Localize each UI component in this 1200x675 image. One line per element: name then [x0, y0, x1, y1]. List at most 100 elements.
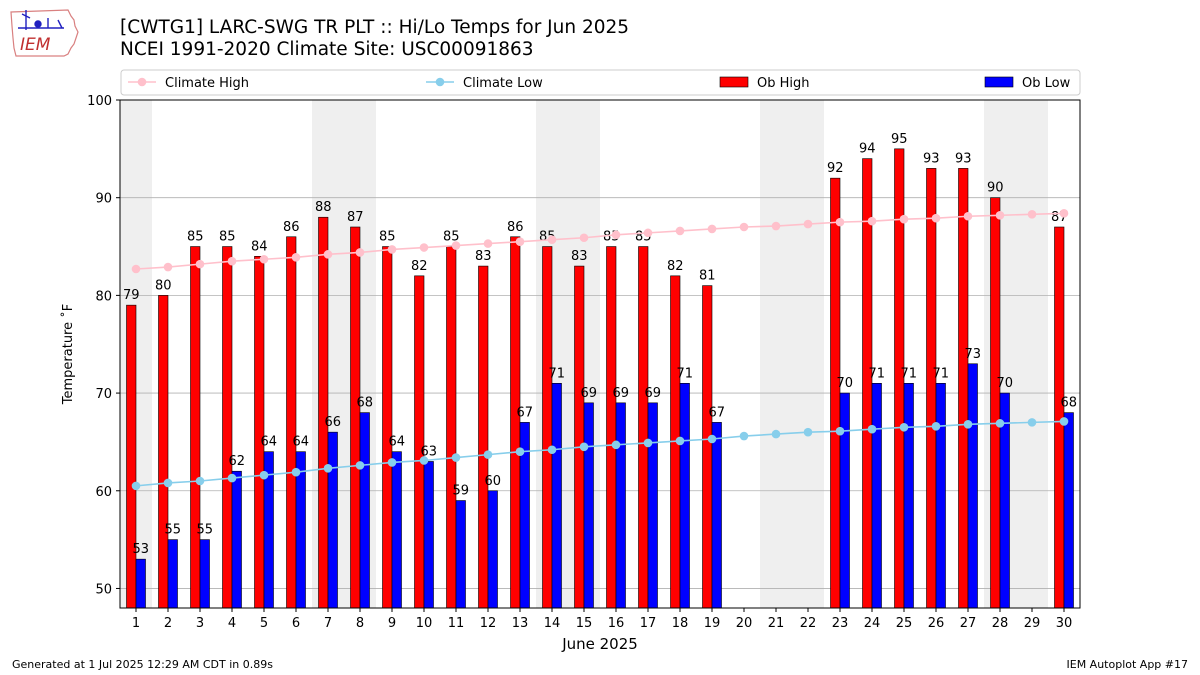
ob-high-bar — [158, 295, 169, 609]
climate-low-point — [995, 419, 1005, 428]
ob-low-bar — [167, 539, 178, 609]
climate-low-point — [931, 421, 941, 431]
climate-high-point — [1027, 210, 1037, 219]
climate-high-point — [931, 213, 941, 223]
legend-box — [120, 69, 1081, 96]
climate-high-point — [1059, 209, 1069, 218]
ob-low-label: 68 — [356, 396, 373, 411]
climate-high-point — [259, 254, 269, 264]
ob-high-label: 92 — [827, 161, 844, 176]
x-tick-label: 3 — [196, 616, 204, 631]
climate-high-point — [483, 239, 493, 248]
ob-low-bar — [903, 383, 914, 609]
weekend-shade — [760, 100, 792, 608]
ob-high-label: 88 — [315, 200, 332, 215]
legend-ob-high-swatch — [719, 76, 749, 88]
ob-low-bar — [679, 383, 690, 609]
climate-high-point — [867, 216, 877, 226]
generated-note: Generated at 1 Jul 2025 12:29 AM CDT in … — [12, 658, 273, 671]
climate-high-point — [227, 256, 237, 266]
climate-high-point — [547, 235, 557, 244]
ob-low-label: 55 — [196, 523, 213, 538]
ob-low-label: 71 — [548, 366, 565, 381]
weekend-shade — [1016, 100, 1048, 608]
ob-low-label: 71 — [676, 366, 693, 381]
ob-low-bar — [135, 558, 146, 609]
climate-low-point — [1059, 417, 1069, 426]
x-tick-label: 9 — [388, 616, 396, 631]
climate-low-point — [195, 476, 205, 486]
climate-high-point — [323, 250, 333, 259]
y-axis-label: Temperature ˚F — [60, 304, 76, 405]
ob-low-label: 53 — [132, 542, 149, 557]
x-tick-label: 16 — [608, 616, 625, 631]
climate-high-point — [995, 210, 1005, 220]
plot-frame — [119, 99, 1081, 609]
climate-low-point — [451, 453, 461, 462]
ob-high-bar — [414, 275, 425, 609]
ob-high-bar — [382, 246, 393, 609]
climate-low-point — [963, 420, 973, 429]
ob-high-bar — [542, 246, 553, 609]
ob-low-label: 64 — [260, 435, 277, 450]
ob-high-label: 85 — [379, 230, 396, 245]
ob-low-bar — [327, 431, 338, 609]
y-tick-label: 100 — [87, 94, 112, 109]
climate-low-point — [483, 450, 493, 459]
ob-high-label: 87 — [347, 210, 364, 225]
climate-high-point — [643, 228, 653, 238]
climate-high-point — [579, 233, 589, 243]
climate-low-point — [579, 442, 589, 452]
ob-low-label: 55 — [164, 523, 181, 538]
x-tick-label: 25 — [896, 616, 913, 631]
ob-high-label: 79 — [123, 288, 140, 303]
ob-low-bar — [871, 383, 882, 609]
ob-high-bar — [222, 246, 233, 609]
weekend-shade — [792, 100, 824, 608]
y-tick-label: 60 — [95, 485, 112, 500]
ob-high-label: 83 — [571, 249, 588, 264]
ob-high-bar — [958, 168, 969, 609]
climate-low-point — [899, 422, 909, 432]
x-tick-label: 24 — [864, 616, 881, 631]
ob-high-label: 82 — [667, 259, 684, 274]
climate-high-point — [739, 222, 749, 232]
climate-low-point — [387, 458, 397, 467]
ob-high-label: 86 — [507, 220, 524, 235]
x-tick-label: 19 — [704, 616, 721, 631]
ob-high-label: 86 — [283, 220, 300, 235]
climate-high-point — [195, 259, 205, 269]
ob-low-bar — [455, 500, 466, 609]
ob-high-label: 81 — [699, 269, 716, 284]
x-tick-label: 26 — [928, 616, 945, 631]
climate-low-point — [707, 434, 717, 444]
x-tick-label: 12 — [480, 616, 497, 631]
climate-low-point — [323, 464, 333, 473]
climate-high-point — [835, 217, 845, 227]
climate-high-point — [163, 262, 173, 272]
ob-high-label: 84 — [251, 239, 268, 254]
ob-high-bar — [926, 168, 937, 609]
ob-high-bar — [318, 216, 329, 609]
y-tick-label: 80 — [95, 289, 112, 304]
climate-high-point — [131, 264, 141, 274]
ob-low-bar — [423, 461, 434, 609]
ob-low-bar — [1063, 412, 1074, 609]
x-tick-label: 27 — [960, 616, 977, 631]
ob-high-bar — [702, 285, 713, 609]
climate-high-point — [387, 245, 397, 254]
ob-low-label: 64 — [292, 435, 309, 450]
logo-text: IEM — [20, 35, 51, 55]
ob-high-label: 95 — [891, 132, 908, 147]
legend-climate-low-marker — [435, 77, 445, 87]
ob-low-bar — [935, 383, 946, 609]
ob-low-bar — [487, 490, 498, 609]
ob-low-label: 71 — [868, 366, 885, 381]
legend-climate-high-marker — [137, 77, 147, 87]
climate-low-point — [547, 445, 557, 455]
x-tick-label: 20 — [736, 616, 753, 631]
ob-low-bar — [583, 402, 594, 609]
ob-high-bar — [574, 265, 585, 609]
x-tick-label: 21 — [768, 616, 785, 631]
ob-low-label: 69 — [644, 386, 661, 401]
